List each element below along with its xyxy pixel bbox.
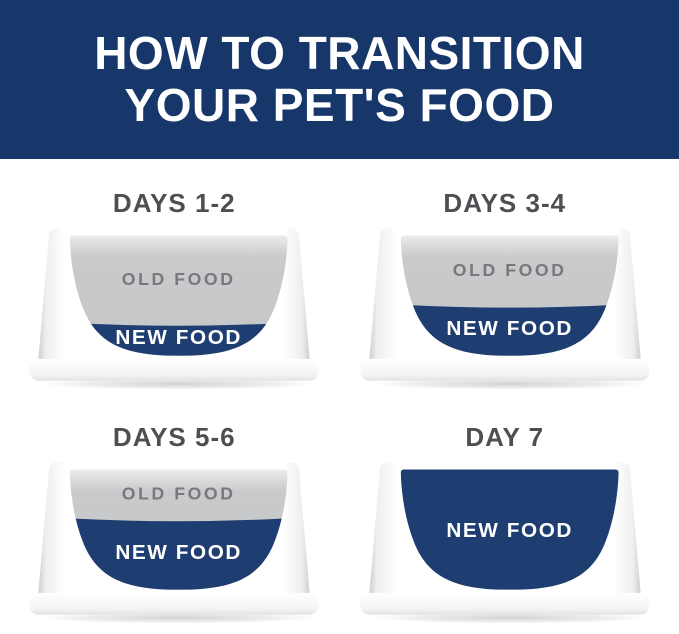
- bowl-shadow: [42, 378, 316, 389]
- stage-day-label: DAYS 5-6: [112, 422, 236, 452]
- header-banner: HOW TO TRANSITION YOUR PET'S FOOD: [0, 0, 679, 159]
- new-food-area: [400, 304, 619, 356]
- food-bowl-illustration: NEW FOOD: [360, 462, 650, 623]
- page-title: HOW TO TRANSITION YOUR PET'S FOOD: [94, 26, 585, 132]
- new-food-area: [69, 322, 288, 356]
- stage-day-label: DAYS 1-2: [112, 188, 236, 218]
- stage-day-label: DAYS 3-4: [443, 188, 567, 218]
- bowl-shadow: [42, 612, 316, 623]
- new-food-label: NEW FOOD: [446, 519, 573, 542]
- bowl-shadow: [372, 378, 647, 389]
- transition-stage: DAY 7 NEW FOOD: [345, 397, 666, 623]
- food-bowl-illustration: OLD FOOD NEW FOOD: [29, 462, 319, 623]
- bowl-base: [29, 358, 319, 381]
- old-food-label: OLD FOOD: [122, 484, 236, 504]
- transition-stage: DAYS 3-4 OLD FOOD NEW FOOD: [345, 163, 666, 389]
- new-food-label: NEW FOOD: [116, 326, 243, 349]
- new-food-label: NEW FOOD: [116, 541, 243, 564]
- stage-day-label: DAY 7: [465, 422, 545, 452]
- transition-stage: DAYS 1-2 OLD FOOD NEW FOOD: [14, 163, 335, 389]
- old-food-label: OLD FOOD: [453, 260, 567, 280]
- page-title-line1: HOW TO TRANSITION: [94, 26, 585, 79]
- food-bowl-illustration: OLD FOOD NEW FOOD: [29, 228, 319, 389]
- bowl-base: [360, 592, 650, 615]
- stages-grid: DAYS 1-2 OLD FOOD NEW FOOD DAYS 3-4 OLD …: [0, 159, 679, 623]
- transition-stage: DAYS 5-6 OLD FOOD NEW FOOD: [14, 397, 335, 623]
- page-title-line2: YOUR PET'S FOOD: [124, 78, 555, 131]
- old-food-label: OLD FOOD: [122, 269, 236, 289]
- new-food-area: [400, 469, 619, 590]
- food-bowl-illustration: OLD FOOD NEW FOOD: [360, 228, 650, 389]
- bowl-base: [29, 592, 319, 615]
- bowl-base: [360, 358, 650, 381]
- bowl-shadow: [372, 612, 647, 623]
- new-food-label: NEW FOOD: [446, 317, 573, 340]
